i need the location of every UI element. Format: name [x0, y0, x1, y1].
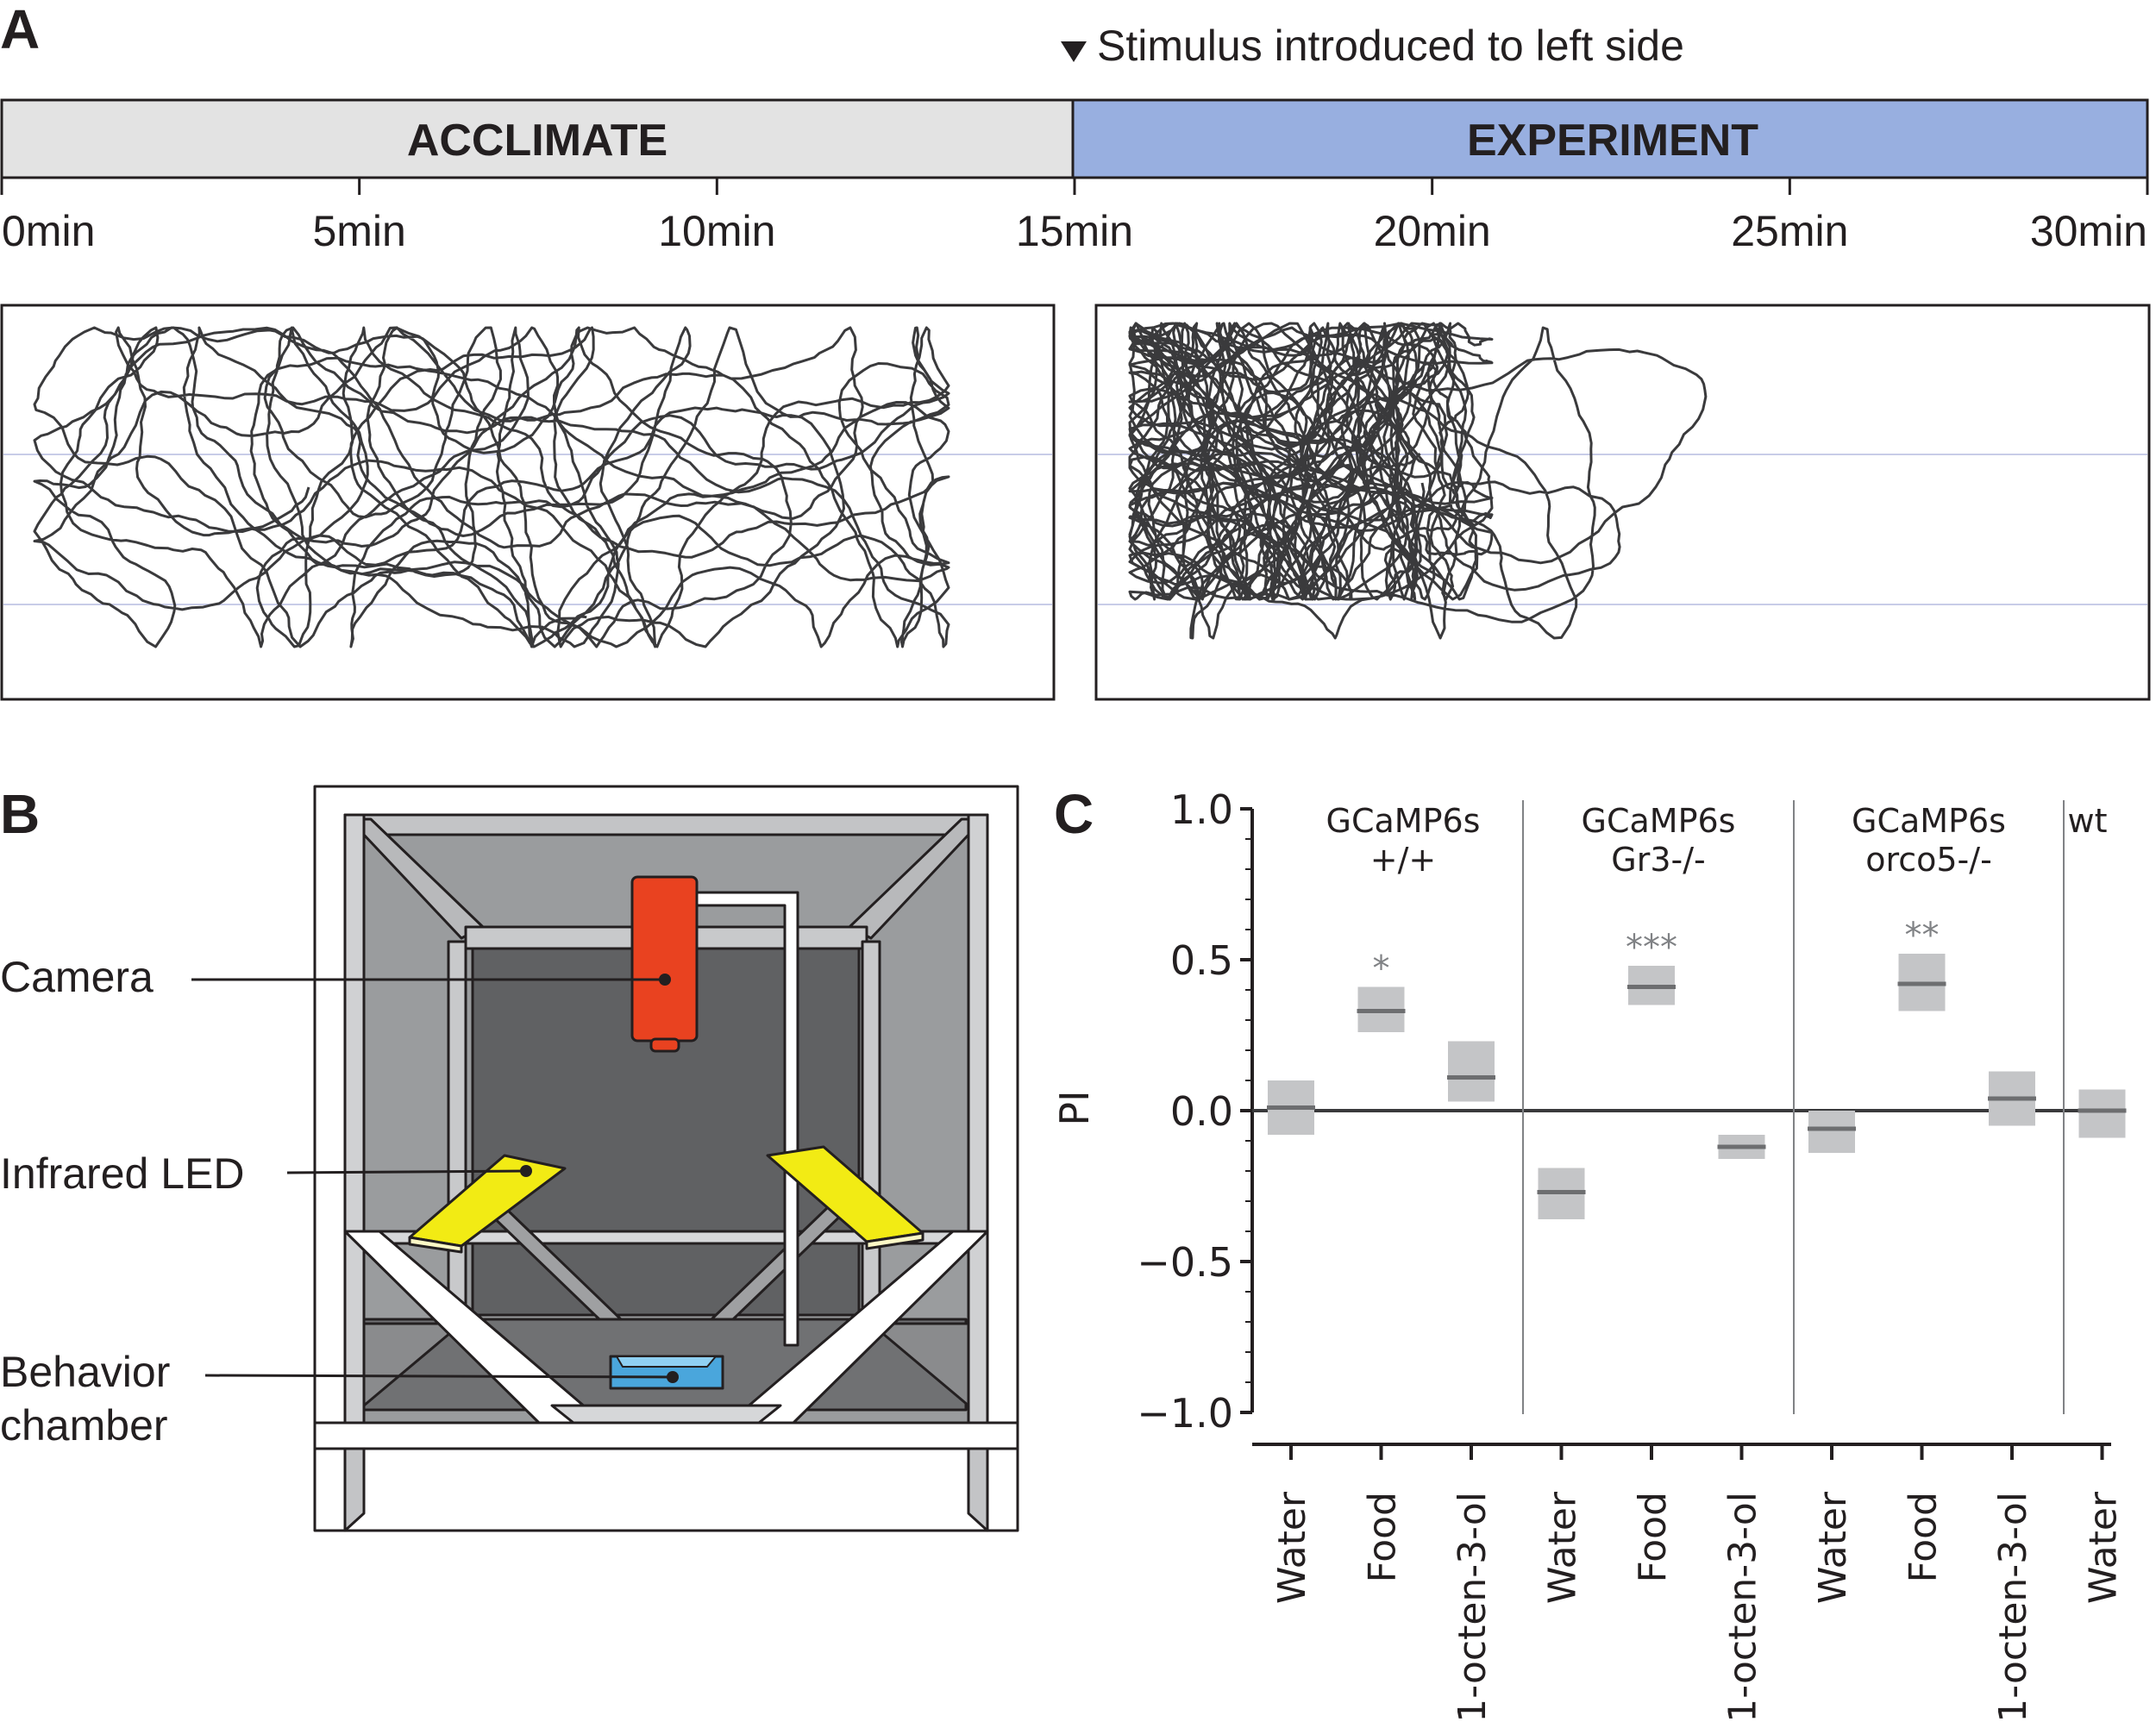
timeline-tick-label: 10min — [658, 207, 775, 255]
x-tick-label: Water — [1270, 1491, 1314, 1604]
leg-right — [967, 1447, 989, 1532]
panel-letter-a: A — [0, 0, 40, 60]
chamber-dot — [667, 1371, 679, 1383]
panel-letter-b: B — [0, 783, 40, 845]
significance-marker: ** — [1905, 916, 1940, 955]
acclimate-bar — [0, 98, 1075, 179]
group-label-line1: GCaMP6s — [1326, 802, 1481, 840]
left-post — [343, 813, 366, 1425]
x-tick-label: 1-octen-3-ol — [1991, 1492, 2035, 1722]
timeline-tick-label: 0min — [2, 207, 95, 255]
pi-chart: 1.00.50.0−0.5−1.0PIGCaMP6s+/+GCaMP6sGr3-… — [1051, 786, 2127, 1722]
y-axis-label: PI — [1051, 1090, 1098, 1125]
stimulus-annotation: Stimulus introduced to left side — [1061, 22, 1684, 70]
trajectory-frame-experiment — [1094, 304, 2151, 701]
x-tick-label: Food — [1361, 1492, 1405, 1583]
y-tick-label: 1.0 — [1170, 786, 1233, 833]
y-tick-label: 0.0 — [1170, 1088, 1233, 1135]
experiment-label: EXPERIMENT — [1467, 116, 1758, 166]
group-label-line2: Gr3-/- — [1611, 841, 1705, 879]
ci-box — [1448, 1041, 1495, 1102]
top-beam — [343, 813, 989, 836]
stimulus-note: Stimulus introduced to left side — [1097, 22, 1684, 70]
trajectory-experiment — [1094, 304, 2151, 701]
timeline-tick-label: 20min — [1374, 207, 1491, 255]
led-leader — [286, 1169, 527, 1174]
x-tick-label: Water — [2082, 1491, 2126, 1604]
group-label-line2: +/+ — [1370, 841, 1436, 879]
floor-triangle-left — [362, 1322, 463, 1407]
ci-box — [2078, 1089, 2126, 1138]
led-dot — [520, 1165, 532, 1177]
trajectory-path — [33, 326, 950, 648]
trajectory-path — [1128, 322, 1494, 601]
y-tick-label: −0.5 — [1137, 1239, 1233, 1286]
x-tick-label: Food — [1631, 1492, 1675, 1583]
led-edge — [865, 1231, 924, 1250]
acclimate-label: ACCLIMATE — [407, 116, 667, 166]
significance-marker: * — [1373, 949, 1390, 989]
chamber-label-line1: Behavior — [0, 1348, 170, 1396]
x-tick-label: 1-octen-3-ol — [1451, 1492, 1495, 1722]
apparatus-diagram — [313, 785, 1019, 1532]
chamber-label-line2: chamber — [0, 1401, 168, 1450]
chamber-leader — [204, 1374, 674, 1379]
trajectory-path-experiment — [1128, 322, 1708, 640]
inner-frame-left — [447, 940, 467, 1323]
y-tick-label: 0.5 — [1170, 937, 1233, 984]
behavior-chamber-top — [616, 1356, 717, 1368]
chamber-floor — [550, 1404, 782, 1425]
bottom-rail — [313, 1421, 1019, 1450]
timeline-tick-label: 5min — [312, 207, 405, 255]
trajectory-acclimate — [0, 304, 1056, 701]
camera-body — [630, 875, 699, 1043]
group-label-line1: wt — [2068, 802, 2108, 840]
leg-left — [343, 1447, 366, 1532]
x-tick-label: Food — [1902, 1492, 1946, 1583]
camera-label: Camera — [0, 953, 154, 1001]
panel-letter-c: C — [1054, 783, 1094, 845]
timeline-tick-label: 30min — [2030, 207, 2147, 255]
x-tick-label: Water — [1811, 1491, 1855, 1604]
timeline-ticks: 0min 5min 10min 15min 20min 25min 30min — [0, 178, 2149, 255]
group-label-line2: orco5-/- — [1865, 841, 1992, 879]
down-triangle-icon — [1061, 41, 1087, 62]
timeline-bar: ACCLIMATE EXPERIMENT — [0, 98, 2149, 179]
apparatus-callouts: Camera Infrared LED Behavior chamber — [0, 953, 679, 1450]
ci-box — [1808, 1111, 1855, 1153]
x-tick-label: Water — [1541, 1491, 1585, 1604]
camera-lens — [649, 1037, 680, 1053]
timeline-tick-label: 15min — [1016, 207, 1133, 255]
timeline-tick-label: 25min — [1731, 207, 1848, 255]
led-label: Infrared LED — [0, 1149, 244, 1198]
trajectory-path — [1128, 326, 1708, 640]
led-edge — [408, 1236, 463, 1254]
group-label-line1: GCaMP6s — [1582, 802, 1736, 840]
floor-triangle-right — [869, 1322, 970, 1407]
x-tick-label: 1-octen-3-ol — [1721, 1492, 1765, 1722]
significance-marker: *** — [1626, 928, 1677, 967]
right-post — [967, 813, 989, 1425]
camera-dot — [659, 974, 671, 986]
y-tick-label: −1.0 — [1137, 1390, 1233, 1437]
trajectory-path-acclimate — [33, 326, 950, 648]
inner-frame-right — [861, 940, 881, 1323]
experiment-bar — [1071, 98, 2149, 179]
group-label-line1: GCaMP6s — [1852, 802, 2006, 840]
